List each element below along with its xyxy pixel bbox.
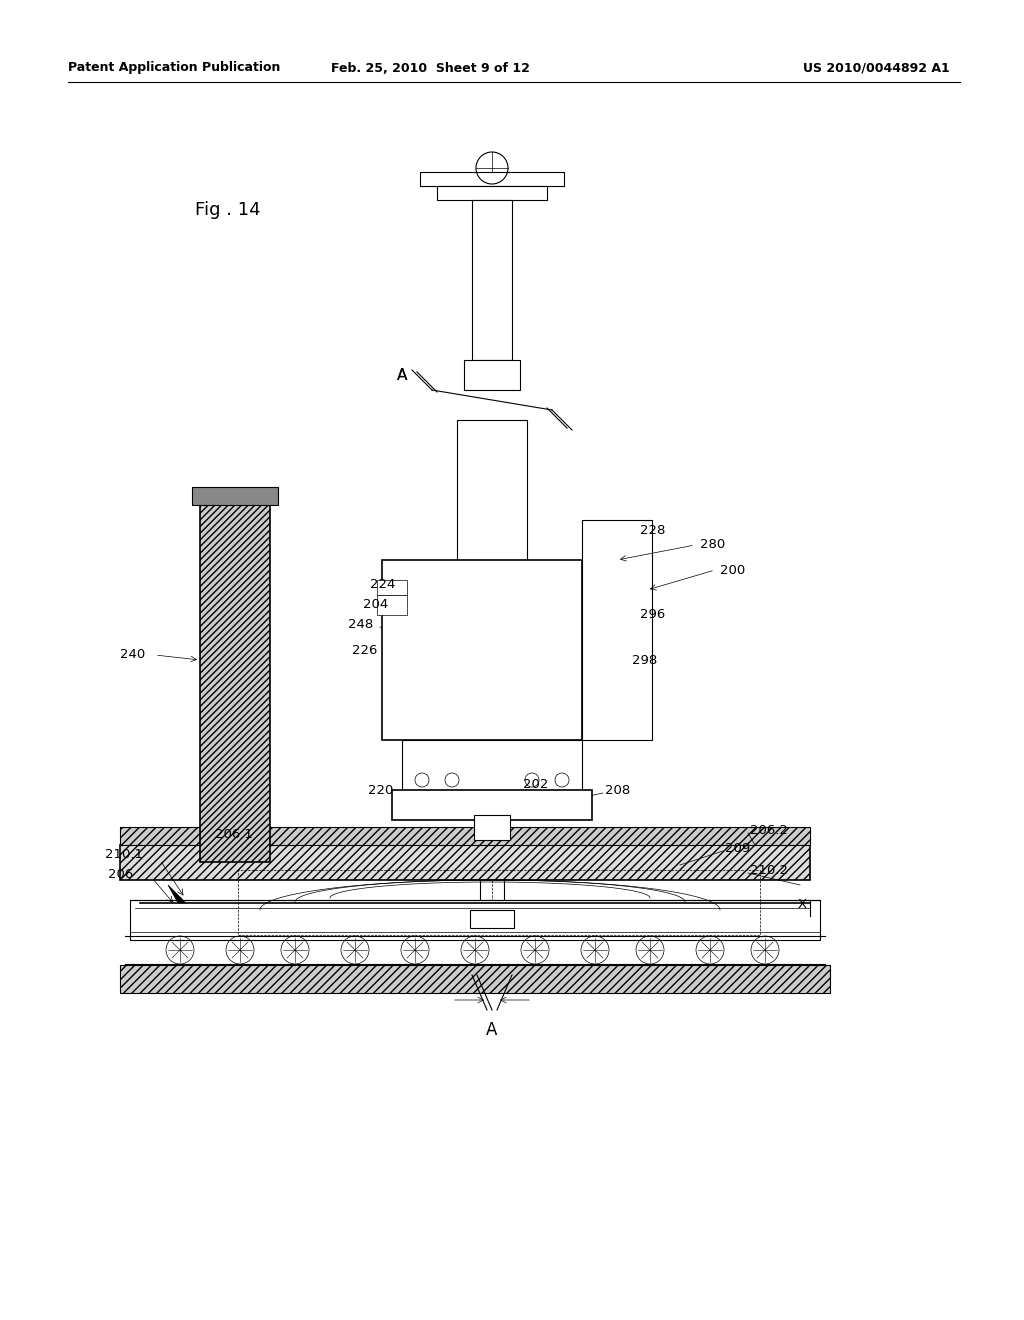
- Bar: [474, 814, 510, 840]
- Text: Patent Application Publication: Patent Application Publication: [68, 62, 281, 74]
- Text: Fig . 14: Fig . 14: [195, 201, 261, 219]
- Text: 204: 204: [362, 598, 388, 611]
- Bar: [420, 172, 564, 186]
- Bar: [582, 520, 652, 741]
- Text: 298: 298: [632, 653, 657, 667]
- Text: 208: 208: [605, 784, 630, 796]
- Bar: [392, 789, 592, 820]
- Bar: [377, 595, 407, 615]
- Text: 228: 228: [640, 524, 666, 536]
- Bar: [120, 828, 810, 845]
- Polygon shape: [168, 884, 186, 903]
- Text: 296: 296: [640, 609, 666, 622]
- Bar: [402, 741, 582, 789]
- Text: 248: 248: [348, 619, 374, 631]
- Text: 224: 224: [370, 578, 395, 591]
- Text: 202: 202: [523, 779, 549, 792]
- Text: 200: 200: [720, 564, 745, 577]
- Text: 206.2: 206.2: [750, 824, 787, 837]
- Bar: [377, 579, 407, 595]
- Bar: [382, 560, 582, 741]
- Bar: [457, 420, 527, 560]
- Bar: [470, 909, 514, 928]
- Bar: [464, 360, 520, 389]
- Text: US 2010/0044892 A1: US 2010/0044892 A1: [803, 62, 950, 74]
- Text: 210.1: 210.1: [105, 849, 143, 862]
- Text: 210.2: 210.2: [750, 863, 788, 876]
- Text: A: A: [397, 367, 408, 383]
- Text: 209: 209: [725, 842, 751, 854]
- Text: Feb. 25, 2010  Sheet 9 of 12: Feb. 25, 2010 Sheet 9 of 12: [331, 62, 529, 74]
- Text: 206: 206: [108, 869, 133, 882]
- Bar: [193, 487, 278, 506]
- Bar: [200, 506, 270, 862]
- Text: A: A: [397, 367, 408, 383]
- Bar: [120, 845, 810, 880]
- Text: 226: 226: [352, 644, 378, 656]
- Bar: [130, 900, 820, 940]
- Text: A: A: [486, 1020, 498, 1039]
- Text: 220: 220: [368, 784, 393, 796]
- Text: 280: 280: [700, 539, 725, 552]
- Text: 206.1: 206.1: [215, 829, 253, 842]
- Bar: [120, 965, 830, 993]
- Bar: [437, 186, 547, 201]
- Bar: [472, 201, 512, 360]
- Text: 240: 240: [120, 648, 145, 661]
- Bar: [238, 870, 760, 935]
- Text: X: X: [798, 899, 807, 912]
